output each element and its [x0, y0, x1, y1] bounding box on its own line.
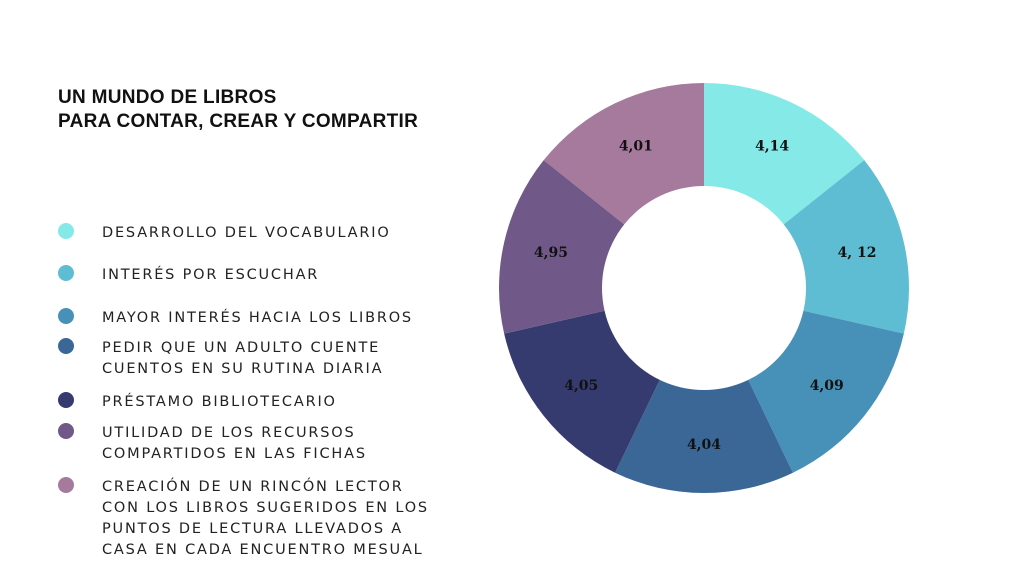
legend-swatch	[58, 392, 74, 408]
legend-label: CREACIÓN DE UN RINCÓN LECTOR CON LOS LIB…	[102, 479, 429, 558]
legend-item-adulto: PEDIR QUE UN ADULTO CUENTE CUENTOS EN SU…	[58, 338, 383, 380]
legend-swatch	[58, 338, 74, 354]
donut-slice-5	[504, 310, 660, 473]
legend-item-libros: MAYOR INTERÉS HACIA LOS LIBROS	[58, 308, 413, 329]
legend-label: DESARROLLO DEL VOCABULARIO	[102, 225, 391, 241]
donut-slice-4	[615, 379, 793, 493]
legend-label: UTILIDAD DE LOS RECURSOS COMPARTIDOS EN …	[102, 425, 367, 462]
legend-label: INTERÉS POR ESCUCHAR	[102, 267, 320, 283]
slice-value-label-5: 4,05	[564, 378, 598, 394]
donut-slice-7	[543, 83, 704, 225]
legend-swatch	[58, 308, 74, 324]
chart-title: UN MUNDO DE LIBROS PARA CONTAR, CREAR Y …	[58, 86, 418, 134]
slice-value-label-3: 4,09	[810, 378, 844, 394]
donut-slice-2	[783, 160, 909, 334]
donut-slice-6	[499, 160, 625, 334]
legend-item-escuchar: INTERÉS POR ESCUCHAR	[58, 265, 319, 286]
legend-label: PEDIR QUE UN ADULTO CUENTE CUENTOS EN SU…	[102, 340, 384, 377]
legend-swatch	[58, 223, 74, 239]
legend-swatch	[58, 423, 74, 439]
donut-value-labels: 4,14 4, 12 4,09 4,04 4,05 4,95 4,01	[534, 139, 877, 453]
slice-value-label-7: 4,01	[619, 139, 653, 155]
slice-value-label-1: 4,14	[755, 139, 789, 155]
legend-swatch	[58, 477, 74, 493]
donut-slice-3	[748, 310, 904, 473]
legend: DESARROLLO DEL VOCABULARIO INTERÉS POR E…	[58, 0, 478, 576]
legend-swatch	[58, 265, 74, 281]
slice-value-label-2: 4, 12	[838, 245, 877, 261]
legend-item-vocabulario: DESARROLLO DEL VOCABULARIO	[58, 223, 391, 244]
slice-value-label-6: 4,95	[534, 245, 568, 261]
chart-title-line-2: PARA CONTAR, CREAR Y COMPARTIR	[58, 111, 419, 132]
donut-slices	[499, 83, 909, 493]
legend-label: PRÉSTAMO BIBLIOTECARIO	[102, 394, 337, 410]
legend-item-prestamo: PRÉSTAMO BIBLIOTECARIO	[58, 392, 337, 413]
legend-item-rincon: CREACIÓN DE UN RINCÓN LECTOR CON LOS LIB…	[58, 477, 429, 561]
legend-label: MAYOR INTERÉS HACIA LOS LIBROS	[102, 310, 413, 326]
donut-slice-1	[704, 83, 865, 225]
chart-title-line-1: UN MUNDO DE LIBROS	[58, 87, 277, 108]
legend-item-recursos: UTILIDAD DE LOS RECURSOS COMPARTIDOS EN …	[58, 423, 367, 465]
slice-value-label-4: 4,04	[687, 437, 721, 453]
